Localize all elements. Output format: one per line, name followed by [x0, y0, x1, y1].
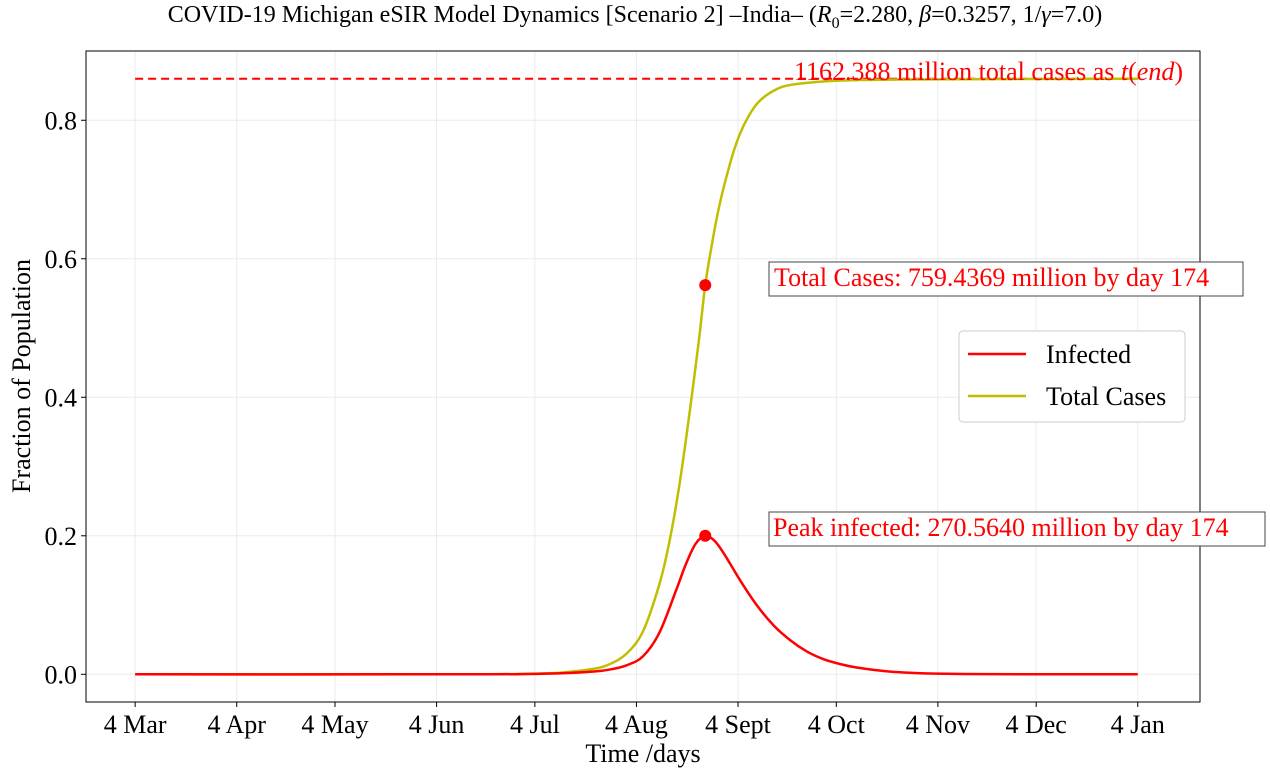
- x-axis-label: Time /days: [585, 739, 700, 768]
- x-tick-label-3: 4 Jun: [409, 710, 465, 739]
- legend-label-infected: Infected: [1046, 340, 1131, 369]
- beta-symbol: β: [919, 2, 932, 28]
- series-markers: [699, 279, 712, 542]
- chart-title: COVID-19 Michigan eSIR Model Dynamics [S…: [167, 2, 1103, 32]
- legend: Infected Total Cases: [958, 330, 1186, 423]
- x-tick-label-9: 4 Dec: [1005, 710, 1066, 739]
- x-axis-ticks: 4 Mar 4 Apr 4 May 4 Jun 4 Jul 4 Aug 4 Sept 4 Oc…: [104, 702, 1165, 739]
- marker-total-cases: [699, 279, 712, 292]
- x-tick-label-0: 4 Mar: [104, 710, 167, 739]
- gamma-symbol: γ: [1041, 2, 1051, 28]
- total-cases-annotation: Total Cases: 759.4369 million by day 174: [768, 261, 1244, 297]
- x-tick-label-4: 4 Jul: [510, 710, 560, 739]
- x-tick-label-5: 4 Aug: [605, 710, 668, 739]
- y-tick-label-3: 0.6: [45, 245, 78, 274]
- x-tick-label-6: 4 Sept: [705, 710, 772, 739]
- y-tick-label-0: 0.0: [45, 660, 78, 689]
- y-tick-label-2: 0.4: [45, 383, 78, 412]
- peak-infected-annotation: Peak infected: 270.5640 million by day 1…: [768, 511, 1266, 547]
- total-end-annotation: 1162.388 million total cases as t(end): [794, 57, 1183, 86]
- legend-label-total-cases: Total Cases: [1046, 382, 1166, 411]
- x-tick-label-2: 4 May: [301, 710, 368, 739]
- total-cases-annotation-text: Total Cases: 759.4369 million by day 174: [774, 263, 1209, 292]
- y-tick-label-1: 0.2: [45, 522, 78, 551]
- x-tick-label-1: 4 Apr: [207, 710, 266, 739]
- x-tick-label-7: 4 Oct: [808, 710, 866, 739]
- x-tick-label-10: 4 Jan: [1111, 710, 1165, 739]
- r0-symbol: R: [816, 2, 832, 28]
- x-tick-label-8: 4 Nov: [906, 710, 970, 739]
- y-axis-label: Fraction of Population: [7, 259, 36, 493]
- grid-lines: [86, 51, 1200, 702]
- marker-infected: [699, 529, 712, 542]
- series-line-infected: [135, 534, 1138, 676]
- peak-infected-annotation-text: Peak infected: 270.5640 million by day 1…: [773, 513, 1229, 542]
- series-lines: [135, 77, 1138, 676]
- y-axis-ticks: 0.0 0.2 0.4 0.6 0.8: [45, 106, 86, 689]
- y-tick-label-4: 0.8: [45, 106, 78, 135]
- plot-frame: [85, 50, 1201, 703]
